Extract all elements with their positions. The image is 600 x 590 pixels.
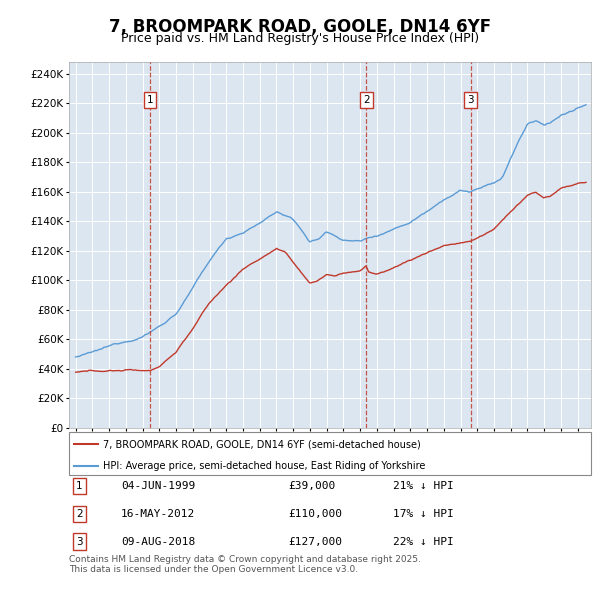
Text: Contains HM Land Registry data © Crown copyright and database right 2025.
This d: Contains HM Land Registry data © Crown c… (69, 555, 421, 574)
Text: 21% ↓ HPI: 21% ↓ HPI (392, 481, 454, 491)
Text: HPI: Average price, semi-detached house, East Riding of Yorkshire: HPI: Average price, semi-detached house,… (103, 461, 425, 471)
Text: 2: 2 (363, 96, 370, 106)
Text: 2: 2 (76, 509, 83, 519)
Text: 09-AUG-2018: 09-AUG-2018 (121, 537, 196, 546)
Text: £110,000: £110,000 (288, 509, 342, 519)
Text: 16-MAY-2012: 16-MAY-2012 (121, 509, 196, 519)
Text: £127,000: £127,000 (288, 537, 342, 546)
Text: 1: 1 (146, 96, 153, 106)
Text: Price paid vs. HM Land Registry's House Price Index (HPI): Price paid vs. HM Land Registry's House … (121, 32, 479, 45)
FancyBboxPatch shape (69, 432, 591, 475)
Text: 1: 1 (76, 481, 83, 491)
Text: 04-JUN-1999: 04-JUN-1999 (121, 481, 196, 491)
Text: 22% ↓ HPI: 22% ↓ HPI (392, 537, 454, 546)
Text: 17% ↓ HPI: 17% ↓ HPI (392, 509, 454, 519)
Text: 3: 3 (76, 537, 83, 546)
Text: 7, BROOMPARK ROAD, GOOLE, DN14 6YF (semi-detached house): 7, BROOMPARK ROAD, GOOLE, DN14 6YF (semi… (103, 440, 421, 450)
Text: 7, BROOMPARK ROAD, GOOLE, DN14 6YF: 7, BROOMPARK ROAD, GOOLE, DN14 6YF (109, 18, 491, 36)
Text: 3: 3 (467, 96, 474, 106)
Text: £39,000: £39,000 (288, 481, 335, 491)
